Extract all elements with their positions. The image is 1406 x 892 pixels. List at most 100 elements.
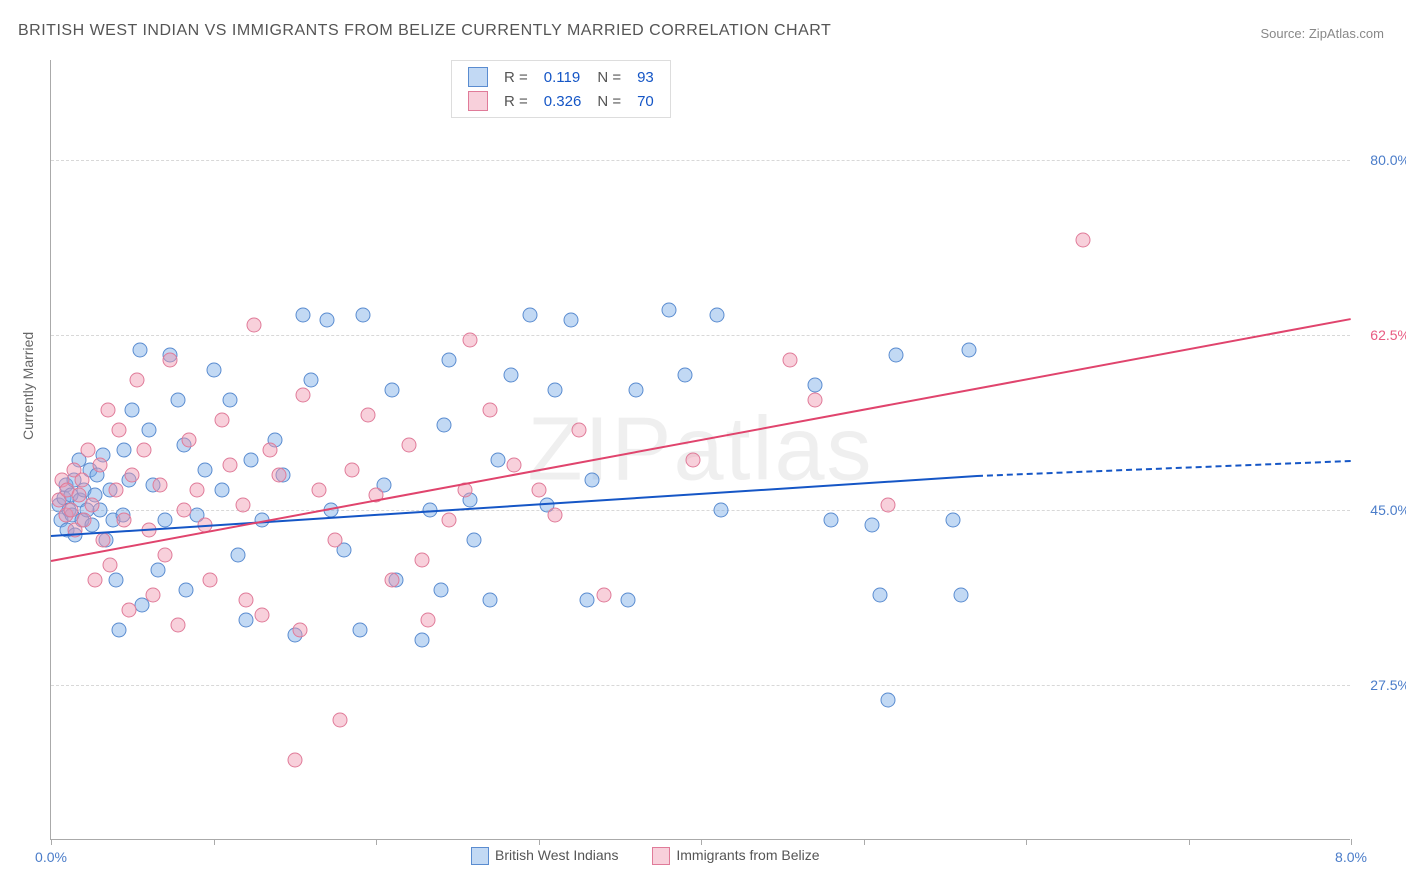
scatter-point — [356, 308, 371, 323]
scatter-point — [333, 713, 348, 728]
scatter-point — [629, 383, 644, 398]
scatter-point — [320, 313, 335, 328]
scatter-point — [243, 453, 258, 468]
scatter-point — [239, 613, 254, 628]
scatter-point — [328, 533, 343, 548]
scatter-point — [295, 308, 310, 323]
scatter-point — [170, 618, 185, 633]
scatter-point — [596, 588, 611, 603]
scatter-point — [620, 593, 635, 608]
scatter-point — [352, 623, 367, 638]
scatter-point — [122, 603, 137, 618]
scatter-point — [421, 613, 436, 628]
scatter-point — [945, 513, 960, 528]
scatter-point — [360, 408, 375, 423]
legend-swatch-icon — [468, 67, 488, 87]
scatter-point — [151, 563, 166, 578]
scatter-point — [585, 473, 600, 488]
scatter-point — [864, 518, 879, 533]
scatter-point — [255, 608, 270, 623]
x-tick-mark — [864, 839, 865, 845]
scatter-point — [170, 393, 185, 408]
x-tick-mark — [1189, 839, 1190, 845]
scatter-point — [63, 503, 78, 518]
source-label: Source: — [1260, 26, 1308, 41]
scatter-point — [572, 423, 587, 438]
scatter-point — [198, 463, 213, 478]
scatter-point — [190, 483, 205, 498]
scatter-point — [880, 693, 895, 708]
scatter-point — [84, 498, 99, 513]
scatter-point — [112, 423, 127, 438]
scatter-point — [1075, 233, 1090, 248]
scatter-point — [109, 483, 124, 498]
scatter-point — [96, 533, 111, 548]
scatter-point — [295, 388, 310, 403]
x-tick-label: 0.0% — [35, 849, 67, 865]
legend-item: Immigrants from Belize — [652, 847, 819, 863]
scatter-point — [87, 573, 102, 588]
scatter-point — [177, 503, 192, 518]
scatter-point — [783, 353, 798, 368]
n-label: N = — [589, 89, 629, 113]
scatter-point — [182, 433, 197, 448]
scatter-point — [292, 623, 307, 638]
scatter-point — [230, 548, 245, 563]
r-value: 0.326 — [536, 89, 590, 113]
legend-swatch-icon — [471, 847, 489, 865]
scatter-point — [677, 368, 692, 383]
x-tick-label: 8.0% — [1335, 849, 1367, 865]
scatter-point — [100, 403, 115, 418]
y-axis-label: Currently Married — [20, 332, 36, 440]
source-credit: Source: ZipAtlas.com — [1260, 26, 1384, 41]
scatter-point — [214, 413, 229, 428]
scatter-point — [214, 483, 229, 498]
n-value: 70 — [629, 89, 662, 113]
legend-swatch-icon — [652, 847, 670, 865]
scatter-point — [710, 308, 725, 323]
scatter-point — [152, 478, 167, 493]
scatter-point — [81, 443, 96, 458]
scatter-point — [889, 348, 904, 363]
x-tick-mark — [1026, 839, 1027, 845]
scatter-point — [401, 438, 416, 453]
x-tick-mark — [701, 839, 702, 845]
x-tick-mark — [1351, 839, 1352, 845]
n-value: 93 — [629, 65, 662, 89]
x-tick-mark — [376, 839, 377, 845]
r-value: 0.119 — [536, 65, 590, 89]
scatter-point — [109, 573, 124, 588]
scatter-point — [385, 383, 400, 398]
scatter-point — [482, 403, 497, 418]
scatter-point — [206, 363, 221, 378]
scatter-point — [117, 443, 132, 458]
scatter-point — [442, 513, 457, 528]
scatter-point — [523, 308, 538, 323]
scatter-point — [824, 513, 839, 528]
scatter-point — [162, 353, 177, 368]
scatter-point — [547, 508, 562, 523]
scatter-point — [344, 463, 359, 478]
scatter-point — [136, 443, 151, 458]
scatter-point — [102, 558, 117, 573]
scatter-point — [463, 333, 478, 348]
scatter-point — [222, 458, 237, 473]
scatter-point — [112, 623, 127, 638]
r-label: R = — [496, 65, 536, 89]
scatter-point — [872, 588, 887, 603]
y-tick-label: 27.5% — [1358, 677, 1406, 693]
scatter-point — [962, 343, 977, 358]
scatter-point — [880, 498, 895, 513]
legend-item: British West Indians — [471, 847, 622, 863]
scatter-point — [125, 403, 140, 418]
scatter-point — [490, 453, 505, 468]
scatter-point — [685, 453, 700, 468]
scatter-point — [247, 318, 262, 333]
scatter-point — [130, 373, 145, 388]
scatter-point — [434, 583, 449, 598]
scatter-point — [547, 383, 562, 398]
source-name: ZipAtlas.com — [1309, 26, 1384, 41]
scatter-point — [71, 488, 86, 503]
scatter-point — [133, 343, 148, 358]
chart-title: BRITISH WEST INDIAN VS IMMIGRANTS FROM B… — [18, 22, 831, 40]
